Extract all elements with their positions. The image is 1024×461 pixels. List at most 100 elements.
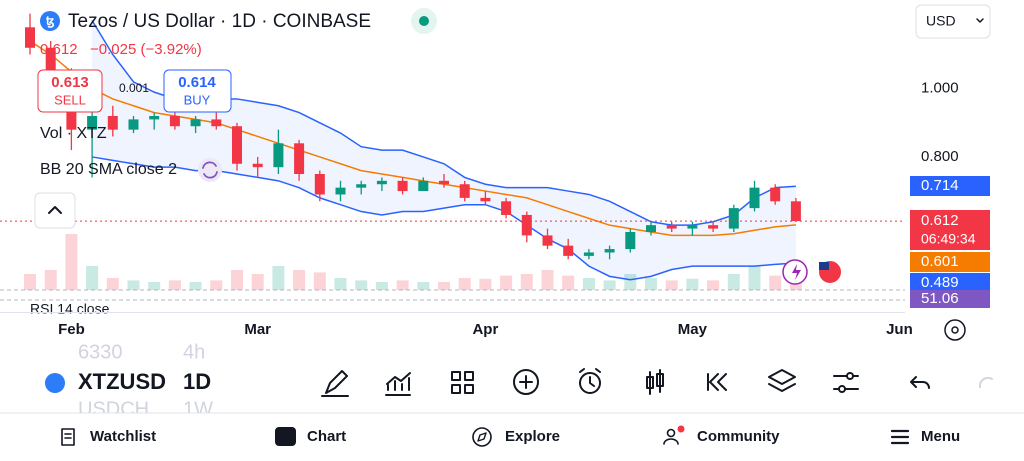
replay-icon[interactable]: [707, 373, 727, 391]
lightning-icon: [792, 264, 801, 280]
volume-bar: [624, 274, 637, 290]
volume-bar: [707, 280, 720, 290]
candle-body: [728, 208, 739, 229]
candle-body: [749, 187, 760, 209]
candle-body: [708, 225, 719, 229]
menu-icon: [890, 429, 910, 445]
volume-bar: [645, 278, 657, 290]
buy-label: BUY: [184, 92, 211, 107]
candle-body: [232, 126, 242, 164]
volume-bar: [396, 280, 409, 290]
toolbar-interval[interactable]: 1D: [183, 369, 211, 394]
volume-bar: [231, 270, 243, 290]
volume-bar: [148, 282, 161, 290]
chevron-up: [48, 206, 62, 214]
candle-body: [211, 119, 222, 127]
nav-explore[interactable]: Explore: [505, 428, 560, 445]
plus: [519, 375, 533, 389]
ghost-text: 6330: [78, 341, 123, 363]
explore-icon: [472, 427, 492, 447]
buy-button[interactable]: [163, 69, 232, 113]
templates-icon[interactable]: [451, 371, 474, 394]
coin-icon: [45, 373, 65, 393]
select-caret: [976, 18, 984, 23]
candle-body: [646, 225, 656, 232]
candle-body: [521, 214, 532, 236]
volume-bar: [438, 282, 450, 290]
rsi-tag: [910, 290, 990, 308]
nav-watchlist[interactable]: Watchlist: [90, 428, 156, 445]
draw-icon[interactable]: [321, 370, 349, 397]
settings-lines[interactable]: [833, 375, 859, 390]
candle-body: [604, 249, 615, 253]
community-body: [663, 438, 679, 445]
candle-body: [770, 187, 781, 202]
candle-body: [625, 232, 636, 250]
candle-body: [542, 235, 553, 246]
refresh-icon: [202, 161, 218, 179]
price-pane: [0, 13, 905, 290]
compare-icon[interactable]: [513, 369, 539, 395]
candle-body: [459, 184, 470, 198]
market-open-dot: [419, 16, 429, 26]
volume-bar: [86, 266, 99, 290]
undo-icon[interactable]: [910, 376, 930, 389]
toolbar-icons: [321, 368, 993, 397]
settings-button[interactable]: [944, 319, 966, 341]
sell-button[interactable]: [37, 69, 103, 113]
collapse-button[interactable]: [34, 192, 76, 229]
y-tick-label: 0.800: [921, 148, 959, 165]
volume-bar: [210, 280, 223, 290]
volume-bar: [313, 272, 326, 290]
volume-bar: [106, 278, 119, 290]
candle-body: [107, 116, 118, 130]
volume-bar: [65, 234, 78, 290]
toolbar-symbol[interactable]: XTZUSD: [78, 369, 166, 394]
volume-bar: [727, 274, 740, 290]
countdown: 06:49:34: [921, 231, 976, 247]
candle-body: [87, 116, 98, 130]
candle-body: [397, 180, 408, 192]
candle-body: [294, 143, 305, 174]
candle-body: [273, 143, 284, 168]
redo-icon[interactable]: [978, 376, 993, 388]
candle-body: [45, 47, 56, 76]
band-fill: [92, 20, 796, 280]
last-price-tag: [910, 210, 990, 250]
nav-chart[interactable]: Chart: [307, 428, 346, 445]
community-icon: [666, 428, 676, 438]
rsi-legend: RSI 14 close: [30, 301, 110, 317]
clock-hands: [579, 368, 601, 387]
volume-bar: [520, 274, 533, 290]
chart-icon: [275, 427, 296, 446]
coin-icon: [40, 11, 60, 31]
candle-body: [128, 119, 139, 130]
volume-bar: [293, 270, 306, 290]
volume-bar: [582, 278, 595, 290]
price-change: −0.025 (−3.92%): [90, 41, 202, 58]
price-tag-label: 0.489: [921, 274, 959, 291]
last-price-tag-label: 0.612: [921, 212, 959, 229]
layers-icon[interactable]: [768, 369, 796, 392]
last-price: 0.612: [40, 41, 78, 58]
volume-bar: [603, 280, 616, 290]
x-tick-label: Feb: [58, 321, 85, 338]
volume-bar: [748, 266, 761, 290]
buy-price: 0.614: [178, 74, 216, 91]
candle-body: [583, 252, 594, 256]
alert-icon[interactable]: [579, 372, 601, 394]
volume-bar: [500, 275, 513, 290]
currency-select[interactable]: [915, 4, 991, 39]
nav-community[interactable]: Community: [697, 428, 780, 445]
rsi-tag-label: 51.06: [921, 290, 959, 307]
x-tick-label: Apr: [472, 321, 498, 338]
volume-bar: [789, 282, 802, 290]
nav-menu[interactable]: Menu: [921, 428, 960, 445]
volume-bar: [168, 280, 181, 290]
sell-label: SELL: [54, 92, 86, 107]
x-tick-label: Jun: [886, 321, 913, 338]
volume-bar: [541, 270, 554, 290]
indicators-icon[interactable]: [385, 372, 411, 396]
bars-icon[interactable]: [646, 369, 664, 395]
